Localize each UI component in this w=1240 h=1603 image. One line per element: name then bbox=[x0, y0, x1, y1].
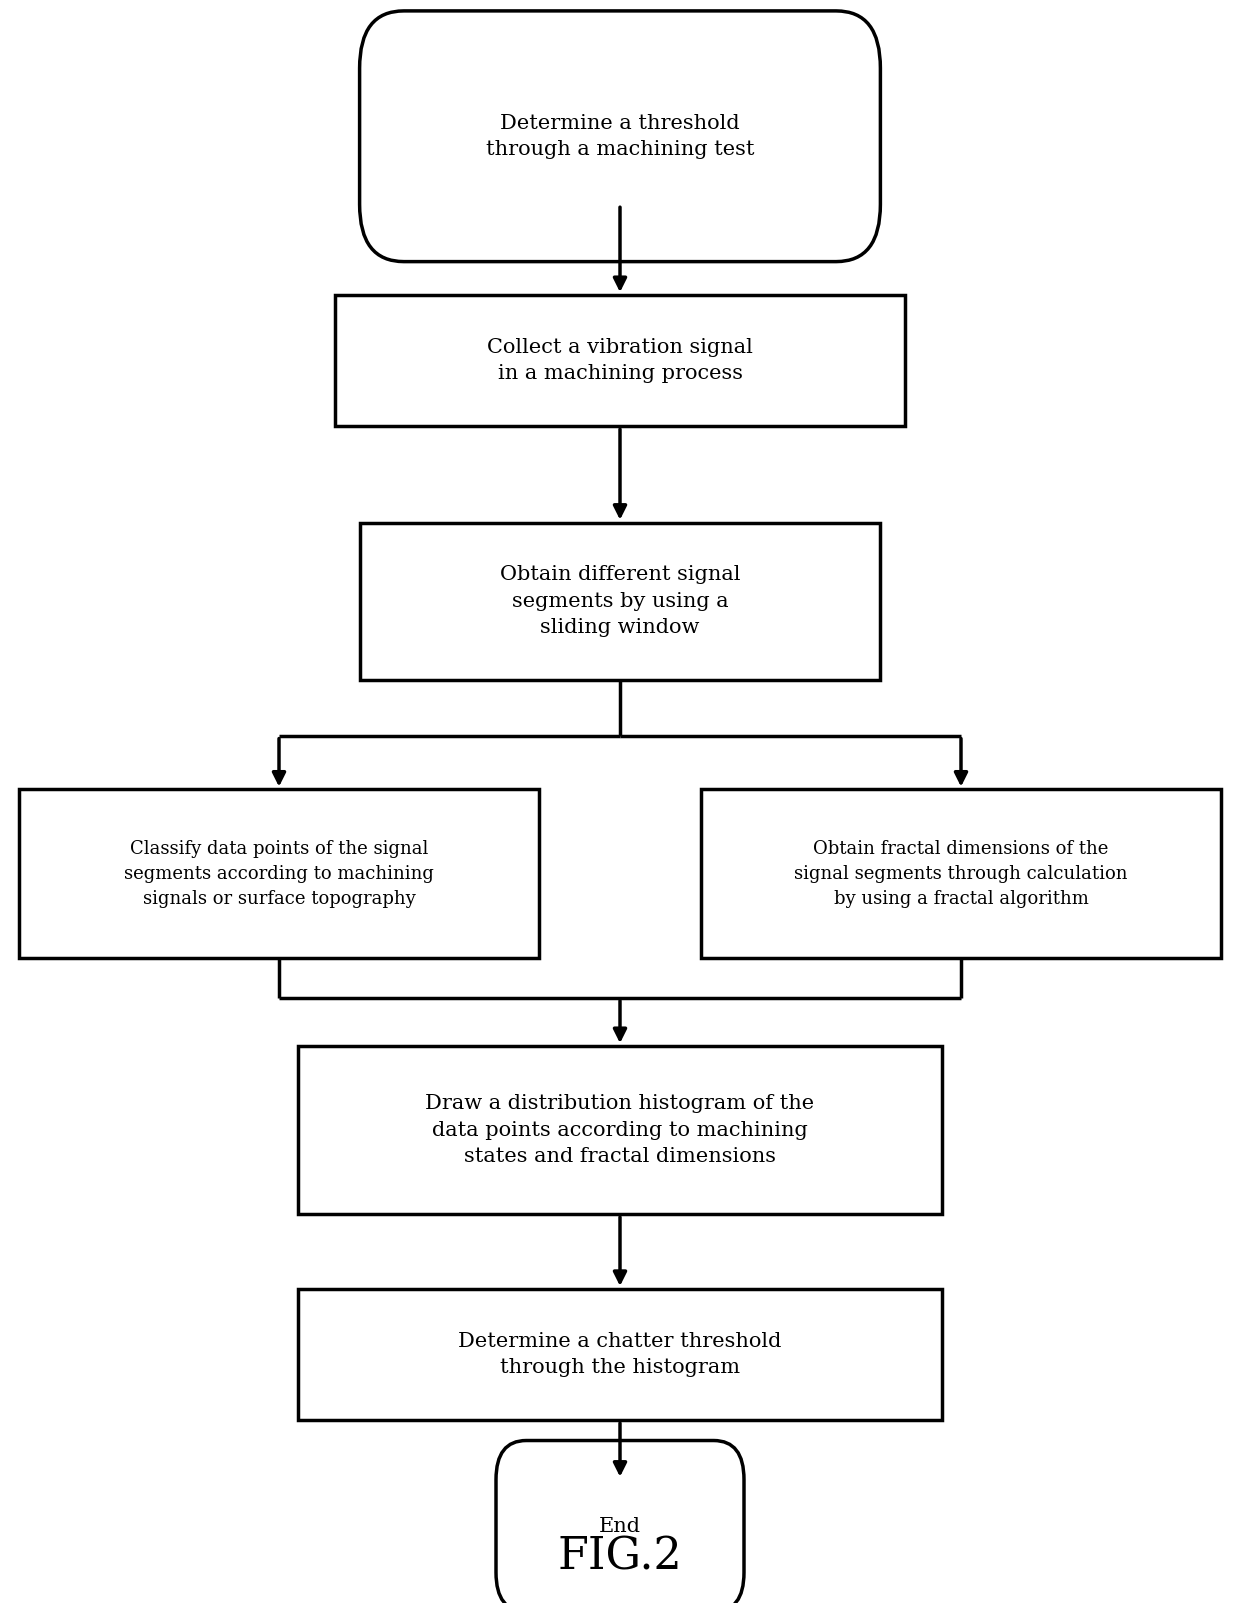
FancyBboxPatch shape bbox=[701, 789, 1221, 957]
Text: Classify data points of the signal
segments according to machining
signals or su: Classify data points of the signal segme… bbox=[124, 840, 434, 907]
Text: Collect a vibration signal
in a machining process: Collect a vibration signal in a machinin… bbox=[487, 338, 753, 383]
FancyBboxPatch shape bbox=[298, 1047, 942, 1215]
FancyBboxPatch shape bbox=[360, 11, 880, 261]
FancyBboxPatch shape bbox=[19, 789, 539, 957]
Text: Draw a distribution histogram of the
data points according to machining
states a: Draw a distribution histogram of the dat… bbox=[425, 1095, 815, 1165]
FancyBboxPatch shape bbox=[496, 1441, 744, 1603]
Text: Obtain fractal dimensions of the
signal segments through calculation
by using a : Obtain fractal dimensions of the signal … bbox=[795, 840, 1127, 907]
FancyBboxPatch shape bbox=[360, 523, 880, 680]
FancyBboxPatch shape bbox=[298, 1289, 942, 1420]
Text: Determine a chatter threshold
through the histogram: Determine a chatter threshold through th… bbox=[459, 1332, 781, 1377]
Text: FIG.2: FIG.2 bbox=[558, 1536, 682, 1579]
Text: Determine a threshold
through a machining test: Determine a threshold through a machinin… bbox=[486, 114, 754, 159]
Text: Obtain different signal
segments by using a
sliding window: Obtain different signal segments by usin… bbox=[500, 566, 740, 636]
Text: End: End bbox=[599, 1516, 641, 1536]
FancyBboxPatch shape bbox=[335, 295, 905, 426]
